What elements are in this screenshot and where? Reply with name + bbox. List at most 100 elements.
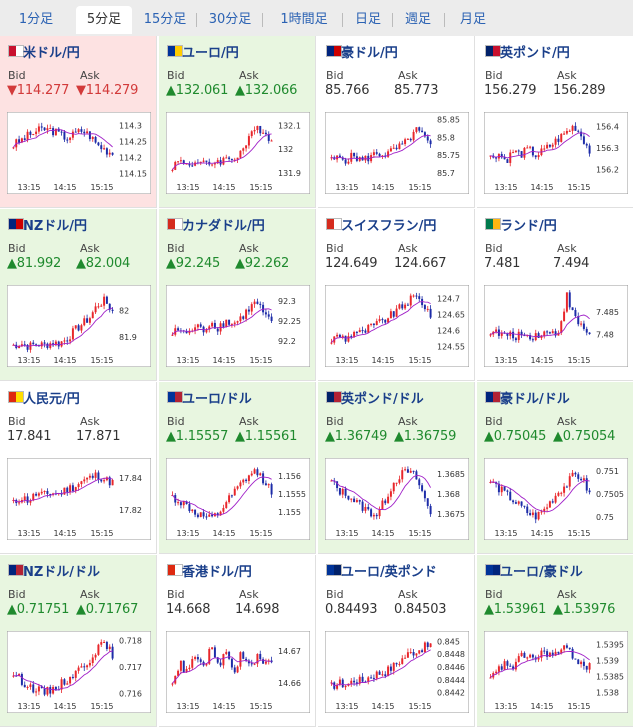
candle xyxy=(401,658,404,664)
tab-3[interactable]: 15分足 xyxy=(143,12,187,27)
rate-panel[interactable]: 豪ドル/円 Bid Ask 85.766 85.773 85.85 85.8 85.75 85.… xyxy=(318,36,475,208)
pair-name[interactable]: 豪ドル/ドル xyxy=(500,392,570,407)
candle xyxy=(236,486,239,489)
tab-2[interactable]: 5分足 xyxy=(76,6,132,34)
candle xyxy=(580,323,583,325)
mini-candle-chart[interactable]: 132.1 132 131.9 13:15 14:15 15:15 xyxy=(166,112,310,194)
pair-name[interactable]: 人民元/円 xyxy=(23,392,80,407)
pair-name[interactable]: 英ポンド/ドル xyxy=(341,392,424,407)
pair-name[interactable]: 英ポンド/円 xyxy=(500,46,570,61)
ask-value: 14.698 xyxy=(235,602,280,617)
rate-panel[interactable]: ランド/円 Bid Ask 7.481 7.494 7.485 7.48 13:15 14:15… xyxy=(477,209,633,381)
y-tick-label: 156.2 xyxy=(596,165,619,174)
candle xyxy=(94,654,97,658)
rate-panel[interactable]: 米ドル/円 Bid Ask ▼114.277 ▼114.279 114.3 114.25 11… xyxy=(0,36,157,208)
candle xyxy=(256,125,259,131)
rate-panel[interactable]: ユーロ/ドル Bid Ask ▲1.15557 ▲1.15561 1.156 1.1555 1… xyxy=(159,382,316,554)
candle xyxy=(236,157,239,160)
candle xyxy=(233,322,236,324)
candle xyxy=(401,304,404,309)
candle xyxy=(111,309,114,311)
mini-candle-chart[interactable]: 85.85 85.8 85.75 85.7 13:15 14:15 15:15 xyxy=(325,112,469,194)
mini-candle-chart[interactable]: 1.156 1.1555 1.155 13:15 14:15 15:15 xyxy=(166,458,310,540)
mini-candle-chart[interactable]: 92.3 92.25 92.2 13:15 14:15 15:15 xyxy=(166,285,310,367)
rate-panel[interactable]: ユーロ/円 Bid Ask ▲132.061 ▲132.066 132.1 132 131.9… xyxy=(159,36,316,208)
mini-candle-chart[interactable]: 14.67 14.66 13:15 14:15 15:15 xyxy=(166,631,310,713)
tab-1[interactable]: 1分足 xyxy=(18,12,54,27)
candle xyxy=(185,668,188,673)
rate-panel[interactable]: 人民元/円 Bid Ask 17.841 17.871 17.84 17.82 13:15 14… xyxy=(0,382,157,554)
y-tick-label: 0.7505 xyxy=(596,490,624,499)
rate-panel[interactable]: カナダドル/円 Bid Ask ▲92.245 ▲92.262 92.3 92.25 92.2… xyxy=(159,209,316,381)
rate-panel[interactable]: NZドル/円 Bid Ask ▲81.992 ▲82.004 82 81.9 13:15 14:… xyxy=(0,209,157,381)
rate-panel[interactable]: NZドル/ドル Bid Ask ▲0.71751 ▲0.71767 0.718 0.717 0… xyxy=(0,555,157,727)
candle xyxy=(546,144,549,149)
pair-name[interactable]: 香港ドル/円 xyxy=(182,565,252,580)
y-tick-label: 1.5395 xyxy=(596,641,624,650)
candle xyxy=(395,147,398,150)
rate-panel[interactable]: ユーロ/豪ドル Bid Ask ▲1.53961 ▲1.53976 1.5395 1.539… xyxy=(477,555,633,727)
pair-name[interactable]: カナダドル/円 xyxy=(182,219,265,234)
tab-5[interactable]: 1時間足 xyxy=(280,12,328,27)
candle xyxy=(199,161,202,163)
candle xyxy=(563,133,566,135)
pair-name[interactable]: ユーロ/ドル xyxy=(182,392,252,407)
mini-candle-chart[interactable]: 17.84 17.82 13:15 14:15 15:15 xyxy=(7,458,151,540)
candle xyxy=(540,511,543,513)
candle xyxy=(20,344,23,347)
pair-name[interactable]: NZドル/ドル xyxy=(23,565,101,580)
currency-flag-icon xyxy=(167,45,183,57)
rate-panel[interactable]: 英ポンド/ドル Bid Ask ▲1.36749 ▲1.36759 1.3685 1.368… xyxy=(318,382,475,554)
rate-panel[interactable]: 英ポンド/円 Bid Ask 156.279 156.289 156.4 156.3 156.… xyxy=(477,36,633,208)
pair-name[interactable]: ユーロ/英ポンド xyxy=(341,565,437,580)
x-tick-label: 15:15 xyxy=(249,356,272,365)
mini-candle-chart[interactable]: 124.7 124.65 124.6 124.55 13:15 14:15 15:15 xyxy=(325,285,469,367)
candle xyxy=(540,650,543,658)
pair-name[interactable]: ランド/円 xyxy=(500,219,557,234)
pair-name[interactable]: 豪ドル/円 xyxy=(341,46,398,61)
candle xyxy=(191,659,194,668)
y-tick-label: 17.82 xyxy=(119,506,142,515)
pair-name[interactable]: ユーロ/円 xyxy=(182,46,239,61)
rate-panel[interactable]: スイスフラン/円 Bid Ask 124.649 124.667 124.7 124.65 1… xyxy=(318,209,475,381)
pair-name[interactable]: スイスフラン/円 xyxy=(341,219,437,234)
rate-panel[interactable]: 豪ドル/ドル Bid Ask ▲0.75045 ▲0.75054 0.751 0.7505 0… xyxy=(477,382,633,554)
candle xyxy=(222,323,225,327)
tab-7[interactable]: 週足 xyxy=(404,12,431,27)
mini-candle-chart[interactable]: 82 81.9 13:15 14:15 15:15 xyxy=(7,285,151,367)
tab-8[interactable]: 月足 xyxy=(459,12,486,27)
y-tick-label: 114.25 xyxy=(119,138,147,147)
rate-panel[interactable]: ユーロ/英ポンド Bid Ask 0.84493 0.84503 0.845 0.8448 0… xyxy=(318,555,475,727)
y-tick-label: 132 xyxy=(278,145,293,154)
mini-candle-chart[interactable]: 0.751 0.7505 0.75 13:15 14:15 15:15 xyxy=(484,458,628,540)
ask-label: Ask xyxy=(80,242,100,255)
candle xyxy=(86,318,89,323)
pair-name[interactable]: ユーロ/豪ドル xyxy=(500,565,583,580)
moving-average-line xyxy=(490,480,590,513)
candle xyxy=(531,654,534,658)
mini-candle-chart[interactable]: 0.718 0.717 0.716 13:15 14:15 15:15 xyxy=(7,631,151,713)
candle xyxy=(259,653,262,660)
mini-candle-chart[interactable]: 1.5395 1.539 1.5385 1.538 13:15 14:15 15:15 xyxy=(484,631,628,713)
candle xyxy=(409,138,412,141)
tab-4[interactable]: 30分足 xyxy=(208,12,252,27)
rate-panel[interactable]: 香港ドル/円 Bid Ask 14.668 14.698 14.67 14.66 13:15 1… xyxy=(159,555,316,727)
pair-name[interactable]: NZドル/円 xyxy=(23,219,88,234)
currency-flag-icon xyxy=(8,45,24,57)
mini-candle-chart[interactable]: 114.3 114.25 114.2 114.15 13:15 14:15 15:15 xyxy=(7,112,151,194)
mini-candle-chart[interactable]: 1.3685 1.368 1.3675 13:15 14:15 15:15 xyxy=(325,458,469,540)
y-tick-label: 85.75 xyxy=(437,151,460,160)
candle xyxy=(554,651,557,656)
candle xyxy=(506,661,509,666)
x-tick-label: 15:15 xyxy=(567,702,590,711)
mini-candle-chart[interactable]: 7.485 7.48 13:15 14:15 15:15 xyxy=(484,285,628,367)
tab-6[interactable]: 日足 xyxy=(354,12,381,27)
pair-name[interactable]: 米ドル/円 xyxy=(23,46,80,61)
candle xyxy=(262,304,265,313)
mini-candle-chart[interactable]: 156.4 156.3 156.2 13:15 14:15 15:15 xyxy=(484,112,628,194)
candle xyxy=(588,490,591,493)
candle xyxy=(60,679,63,690)
x-tick-label: 15:15 xyxy=(408,529,431,538)
mini-candle-chart[interactable]: 0.845 0.8448 0.8446 0.8444 0.8442 13:15 14:15 1… xyxy=(325,631,469,713)
y-tick-label: 1.368 xyxy=(437,490,460,499)
